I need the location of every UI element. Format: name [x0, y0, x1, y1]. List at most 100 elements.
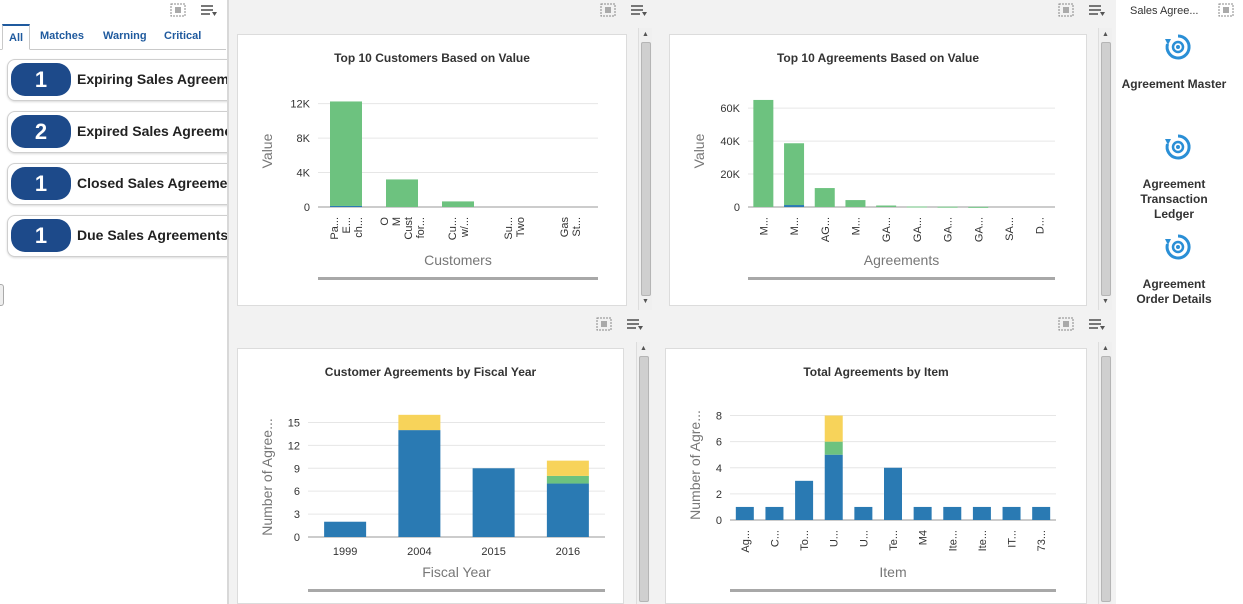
x-tick-label: GA...	[881, 217, 893, 242]
maximize-icon[interactable]	[596, 317, 612, 331]
y-tick-label: 8	[716, 411, 722, 423]
y-tick-label: 2	[716, 489, 722, 501]
x-axis-title: Fiscal Year	[422, 564, 491, 580]
x-tick-label: SA...	[1004, 217, 1016, 241]
x-tick-label: Ite...	[947, 530, 959, 551]
y-tick-label: 0	[294, 532, 300, 544]
bar	[753, 99, 774, 207]
scroll-up-icon[interactable]: ▲	[1102, 345, 1109, 352]
chart-title: Top 10 Customers Based on Value	[334, 51, 530, 65]
scroll-thumb[interactable]	[641, 42, 651, 296]
x-tick-label: 1999	[333, 546, 357, 558]
x-tick-label: Pa...	[329, 217, 341, 240]
bar	[824, 441, 843, 455]
menu-icon[interactable]	[1088, 317, 1105, 331]
menu-icon[interactable]	[626, 317, 643, 331]
bar	[845, 200, 866, 207]
x-tick-label: M...	[850, 217, 862, 235]
maximize-icon[interactable]	[1218, 3, 1234, 17]
bar	[824, 415, 843, 442]
watchlist-item-expired[interactable]: 2 Expired Sales Agreements	[7, 111, 237, 153]
maximize-icon[interactable]	[170, 3, 186, 17]
chart-title: Customer Agreements by Fiscal Year	[324, 365, 537, 379]
tab-warning[interactable]: Warning	[103, 30, 147, 42]
maximize-icon[interactable]	[1058, 317, 1074, 331]
x-tick-label: ch...	[353, 217, 365, 238]
springboard-agreement-master[interactable]: Agreement Master	[1121, 77, 1227, 91]
chart-title: Top 10 Agreements Based on Value	[776, 51, 980, 65]
y-tick-label: 3	[294, 509, 300, 521]
bar	[814, 188, 835, 207]
springboard-agreement-transaction-ledger[interactable]: Agreement Transaction Ledger	[1140, 177, 1208, 221]
maximize-icon[interactable]	[1058, 3, 1074, 17]
x-axis-title: Item	[879, 564, 906, 580]
collapse-handle[interactable]	[0, 284, 4, 306]
bar	[546, 460, 589, 476]
x-tick-label: U...	[858, 530, 870, 547]
tab-matches[interactable]: Matches	[40, 30, 85, 42]
x-tick-label: C...	[769, 530, 781, 547]
refresh-gear-icon[interactable]	[1164, 33, 1192, 61]
scrollbar[interactable]: ▲	[1098, 342, 1112, 604]
chart-top-customers: 0 4K 8K 12K Pa... E... ch... O M Cust for... Cu... w…	[259, 99, 598, 280]
scroll-up-icon[interactable]: ▲	[1102, 31, 1109, 38]
bar	[735, 506, 754, 520]
x-tick-label: Su...	[503, 217, 515, 240]
x-tick-label: GA...	[973, 217, 985, 242]
y-tick-label: 20K	[720, 169, 740, 181]
bar	[784, 205, 805, 207]
tab-critical[interactable]: Critical	[164, 30, 202, 42]
watchlist-item-due[interactable]: 1 Due Sales Agreements	[7, 215, 237, 257]
watchlist-item-closed[interactable]: 1 Closed Sales Agreements	[7, 163, 237, 205]
x-tick-label: To...	[799, 530, 811, 551]
menu-icon[interactable]	[1088, 3, 1105, 17]
refresh-gear-icon[interactable]	[1164, 233, 1192, 261]
scroll-thumb[interactable]	[1101, 356, 1111, 602]
chart-overview-bar	[318, 277, 598, 280]
menu-icon[interactable]	[630, 3, 647, 17]
y-tick-label: 12K	[290, 99, 310, 111]
x-tick-label: Gas	[559, 217, 571, 238]
y-tick-label: 40K	[720, 136, 740, 148]
y-tick-label: 9	[294, 463, 300, 475]
chart-panel-fiscal-year: Customer Agreements by Fiscal Year 0 3 6 9 1…	[237, 348, 624, 604]
chart-panel-top-agreements: Top 10 Agreements Based on Value 0 20K 40K…	[669, 34, 1087, 306]
scroll-thumb[interactable]	[1101, 42, 1111, 296]
tab-all[interactable]: All	[2, 24, 31, 50]
scrollbar[interactable]: ▲	[636, 342, 650, 604]
y-tick-label: 60K	[720, 103, 740, 115]
chart-overview-bar	[748, 277, 1055, 280]
scrollbar[interactable]: ▲ ▼	[638, 28, 652, 310]
bar	[546, 483, 589, 537]
refresh-gear-icon[interactable]	[1164, 133, 1192, 161]
x-tick-label: AG...	[820, 217, 832, 242]
bar	[398, 430, 441, 537]
scroll-down-icon[interactable]: ▼	[1102, 298, 1109, 305]
divider	[227, 0, 229, 604]
watchlist-item-expiring[interactable]: 1 Expiring Sales Agreements	[7, 59, 237, 101]
scroll-thumb[interactable]	[639, 356, 649, 602]
bar	[472, 468, 515, 537]
y-tick-label: 0	[734, 202, 740, 214]
bar	[1002, 506, 1021, 520]
bar	[1032, 506, 1051, 520]
x-tick-label: Te...	[888, 530, 900, 551]
y-axis-title: Value	[691, 133, 707, 168]
maximize-icon[interactable]	[600, 3, 616, 17]
x-tick-label: IT...	[1007, 530, 1019, 548]
scroll-up-icon[interactable]: ▲	[642, 31, 649, 38]
y-tick-label: 6	[294, 486, 300, 498]
bar	[968, 206, 989, 208]
scrollbar[interactable]: ▲ ▼	[1098, 28, 1112, 310]
springboard-agreement-order-details[interactable]: Agreement Order Details	[1136, 277, 1212, 306]
x-tick-label: D...	[1035, 217, 1047, 234]
scroll-up-icon[interactable]: ▲	[640, 345, 647, 352]
chart-overview-bar	[308, 589, 605, 592]
bar	[784, 143, 805, 206]
y-tick-label: 8K	[297, 133, 311, 145]
bar	[824, 454, 843, 520]
y-tick-label: 0	[304, 202, 310, 214]
scroll-down-icon[interactable]: ▼	[642, 298, 649, 305]
watchlist-label: Closed Sales Agreements	[77, 175, 237, 191]
menu-icon[interactable]	[200, 3, 217, 17]
